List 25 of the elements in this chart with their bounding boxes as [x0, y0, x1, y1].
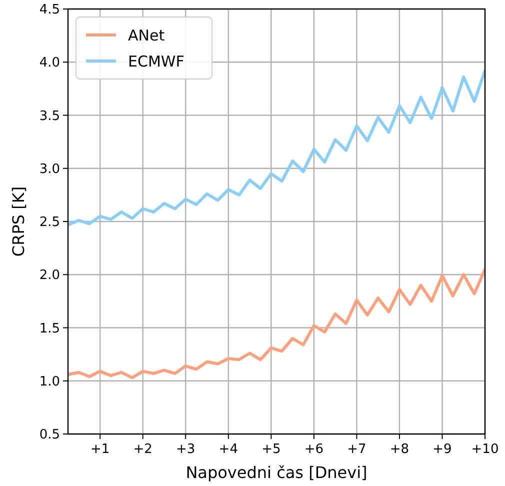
x-tick-label: +1 [90, 442, 110, 457]
y-tick-label: 4.5 [39, 2, 60, 18]
x-tick-label: +6 [304, 442, 324, 457]
x-tick-label: +5 [262, 442, 281, 457]
y-tick-label: 0.5 [39, 428, 60, 443]
y-tick-label: 1.0 [39, 374, 60, 390]
y-tick-label: 3.5 [39, 108, 60, 124]
line-series [68, 268, 485, 380]
x-tick-label: +4 [218, 442, 238, 457]
x-tick-label: +7 [347, 442, 366, 457]
y-tick-label: 4.0 [39, 56, 60, 71]
legend-label: ANet [128, 26, 165, 44]
y-tick-label: 2.5 [39, 215, 60, 230]
y-tick-label: 1.5 [39, 321, 60, 336]
legend-label: ECMWF [128, 52, 184, 70]
x-tick-label: +3 [176, 442, 196, 457]
x-tick-label: +10 [471, 442, 499, 457]
y-tick-label: 3.0 [39, 162, 60, 177]
y-tick-label: 2.0 [39, 268, 60, 284]
x-tick-label: +9 [432, 442, 452, 457]
x-tick-label: +2 [133, 442, 152, 457]
y-axis-title: CRPS [K] [9, 186, 28, 257]
line-series [68, 69, 485, 226]
x-axis-title: Napovedni čas [Dnevi] [186, 463, 368, 482]
x-tick-label: +8 [390, 442, 410, 457]
